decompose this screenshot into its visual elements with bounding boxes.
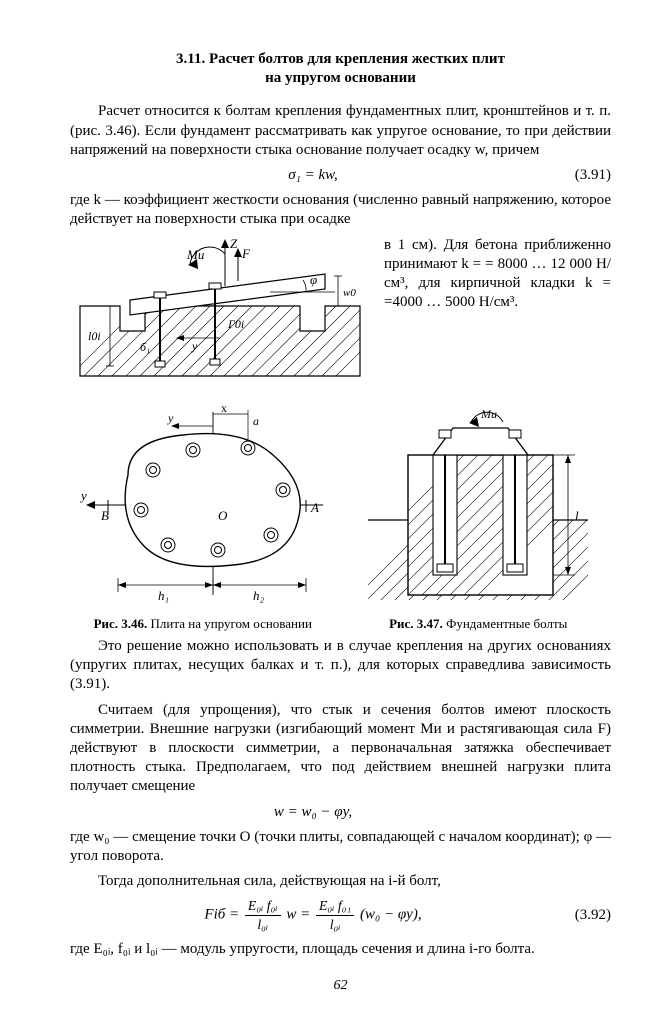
fig-3-46-caption-text: Плита на упругом основании — [151, 616, 312, 631]
paragraph-3: Это решение можно использовать и в случа… — [70, 637, 611, 695]
eq3-frac2: E₀ᵢ f₀₁ l₀ᵢ — [316, 897, 354, 933]
fig-3-46-plan-svg: y y x a — [73, 400, 333, 610]
figure-3-46-plan: y y x a — [70, 400, 336, 632]
equation-3-91-number: (3.91) — [556, 166, 611, 185]
fig-3-47-svg: Mи l — [363, 400, 593, 610]
figure-and-side-text: Z Mи F φ w0 Г0i — [70, 236, 611, 392]
fig-3-46-section-svg: Z Mи F φ w0 Г0i — [70, 236, 370, 386]
eq3-frac1-den: l₀ᵢ — [245, 916, 281, 934]
paragraph-1: Расчет относится к болтам крепления фунд… — [70, 102, 611, 160]
label-x: x — [221, 401, 227, 415]
equation-3-91-body: σ₁ = kw, — [70, 166, 556, 185]
section-number: 3.11. — [176, 51, 205, 67]
equation-w-body: w = w₀ − φy, — [70, 803, 556, 822]
equation-3-92-body: Fiб = E₀ᵢ f₀ᵢ l₀ᵢ w = E₀ᵢ f₀₁ l₀ᵢ (w₀ − … — [70, 897, 556, 933]
section-title: 3.11. Расчет болтов для крепления жестки… — [70, 50, 611, 88]
paragraph-6: Тогда дополнительная сила, действующая н… — [70, 872, 611, 891]
label-w0: w0 — [343, 287, 356, 299]
figure-3-47: Mи l Рис. 3.47. Фундаментные болты — [346, 400, 612, 632]
eq3-frac1: E₀ᵢ f₀ᵢ l₀ᵢ — [245, 897, 281, 933]
label-h1: h₁ — [158, 588, 169, 603]
label-O: O — [218, 508, 228, 523]
label-L: l — [575, 508, 579, 523]
eq3-frac2-den: l₀ᵢ — [316, 916, 354, 934]
fig-3-47-caption-num: Рис. 3.47. — [389, 616, 443, 631]
figure-3-46-upper: Z Mи F φ w0 Г0i — [70, 236, 370, 392]
label-Mi: Mи — [186, 247, 205, 262]
label-Mi-347: Mи — [480, 407, 497, 421]
eq3-frac1-num: E₀ᵢ f₀ᵢ — [245, 897, 281, 916]
label-h2: h₂ — [253, 588, 265, 603]
label-a: a — [253, 414, 259, 428]
label-phi: φ — [310, 272, 317, 287]
eq3-lead: Fiб = — [204, 907, 243, 923]
fig-3-46-caption-num: Рис. 3.46. — [94, 616, 148, 631]
equation-3-92: Fiб = E₀ᵢ f₀ᵢ l₀ᵢ w = E₀ᵢ f₀₁ l₀ᵢ (w₀ − … — [70, 897, 611, 933]
section-title-line2: на упругом основании — [265, 70, 416, 86]
page-number: 62 — [70, 977, 611, 995]
fig-3-47-caption-text: Фундаментные болты — [446, 616, 567, 631]
label-b1: б₁ — [140, 340, 150, 354]
fig-3-47-caption: Рис. 3.47. Фундаментные болты — [346, 616, 612, 632]
label-A: A — [310, 500, 319, 515]
paragraph-7: где E₀ᵢ, f₀ᵢ и l₀ᵢ — модуль упругости, п… — [70, 940, 611, 959]
label-z: Z — [230, 236, 238, 251]
paragraph-2a: где k — коэффициент жесткости основания … — [70, 191, 611, 229]
label-y: y — [79, 488, 87, 503]
section-title-line1: Расчет болтов для крепления жестких плит — [209, 51, 505, 67]
eq3-tail: (w₀ − φy), — [360, 907, 422, 923]
page: 3.11. Расчет болтов для крепления жестки… — [0, 0, 671, 1025]
paragraph-5: где w₀ — смещение точки O (точки плиты, … — [70, 828, 611, 866]
label-y-top: y — [191, 339, 198, 353]
eq3-frac2-num: E₀ᵢ f₀₁ — [316, 897, 354, 916]
side-paragraph: в 1 см). Для бетона прибли­женно принима… — [384, 236, 611, 392]
eq3-mid: w = — [286, 907, 314, 923]
fig-3-46-caption: Рис. 3.46. Плита на упругом основании — [70, 616, 336, 632]
label-F: F — [241, 246, 251, 261]
paragraph-4: Считаем (для упрощения), что стык и сече… — [70, 701, 611, 797]
equation-3-91: σ₁ = kw, (3.91) — [70, 166, 611, 185]
label-l0i: l0i — [88, 329, 101, 343]
label-G0i: Г0i — [227, 317, 244, 331]
label-y2: y — [167, 411, 174, 425]
figures-row: y y x a — [70, 400, 611, 632]
equation-w: w = w₀ − φy, — [70, 803, 611, 822]
equation-3-92-number: (3.92) — [556, 906, 611, 925]
